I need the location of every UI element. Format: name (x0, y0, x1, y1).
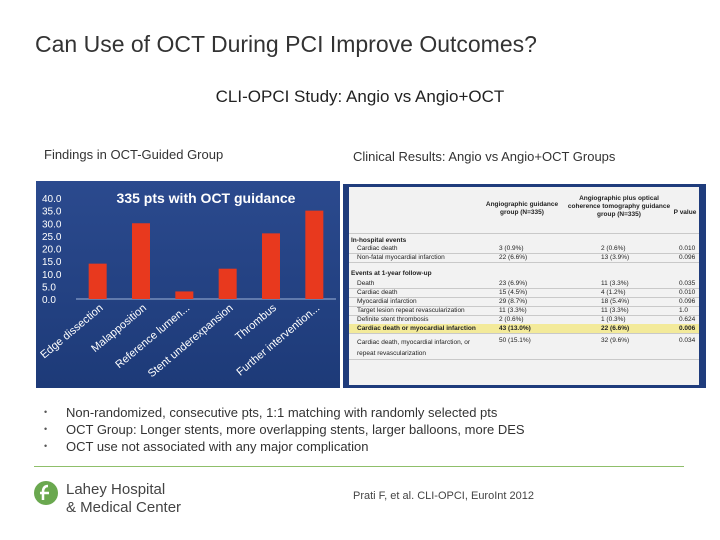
table-cell-angio: 23 (6.9%) (499, 280, 528, 287)
table-cell-pvalue: 0.006 (679, 325, 696, 332)
table-cell-angio: 2 (0.6%) (499, 316, 524, 323)
logo-text-line2: & Medical Center (66, 499, 182, 516)
results-table-panel: Angiographic guidance group (N=335) Angi… (343, 184, 706, 388)
results-table: Angiographic guidance group (N=335) Angi… (349, 187, 699, 385)
table-cell-pvalue: 0.010 (679, 245, 696, 252)
x-tick-label: Further intervention... (234, 302, 322, 378)
table-cell-pvalue: 0.010 (679, 289, 696, 296)
table-row-divider (349, 288, 699, 289)
y-tick-label: 5.0 (42, 282, 56, 293)
bar (88, 263, 107, 299)
table-cell-oct: 22 (6.6%) (601, 325, 630, 332)
table-cell-pvalue: 1.0 (679, 307, 689, 314)
table-row-divider (349, 359, 699, 360)
slide-title: Can Use of OCT During PCI Improve Outcom… (35, 31, 537, 57)
bar (218, 268, 237, 299)
table-cell-pvalue: 0.624 (679, 316, 696, 323)
y-tick-label: 15.0 (42, 257, 62, 268)
table-cell-oct: 18 (5.4%) (601, 298, 630, 305)
bar (262, 233, 280, 299)
table-row-label: Cardiac death, myocardial infarction, or… (357, 339, 471, 357)
table-cell-pvalue: 0.096 (679, 298, 696, 305)
bullet-text: Non-randomized, consecutive pts, 1:1 mat… (66, 405, 498, 420)
table-cell-angio: 3 (0.9%) (499, 245, 524, 252)
bullet-item: • Non-randomized, consecutive pts, 1:1 ma… (44, 404, 684, 421)
bullet-marker: • (44, 441, 48, 451)
table-cell-pvalue: 0.034 (679, 337, 696, 344)
table-row-divider (349, 315, 699, 316)
table-row-divider (349, 262, 699, 263)
bar (305, 210, 324, 299)
x-tick-label: Stent underexpansion (146, 302, 236, 380)
bullet-text: OCT Group: Longer stents, more overlappi… (66, 422, 525, 437)
y-tick-label: 40.0 (42, 194, 62, 205)
table-row-divider (349, 297, 699, 298)
table-row-divider (349, 333, 699, 334)
highlight-row-bg (349, 324, 699, 333)
logo-text-line1: Lahey Hospital (66, 481, 166, 498)
table-row-label: Non-fatal myocardial infarction (357, 254, 445, 261)
table-header-angio: Angiographic guidance group (N=335) (485, 201, 559, 216)
y-tick-label: 25.0 (42, 232, 62, 243)
chart-title: 335 pts with OCT guidance (117, 190, 296, 206)
bullet-list: • Non-randomized, consecutive pts, 1:1 ma… (44, 404, 684, 455)
y-tick-label: 35.0 (42, 207, 62, 218)
right-section-label: Clinical Results: Angio vs Angio+OCT Gro… (353, 149, 616, 164)
table-row-label: Cardiac death (357, 289, 398, 296)
table-header-pvalue: P value (673, 209, 697, 216)
table-cell-angio: 43 (13.0%) (499, 325, 531, 332)
bar (132, 223, 150, 299)
bar-chart: 335 pts with OCT guidance 40.0 35.030.0 25.… (38, 190, 336, 380)
y-tick-label: 0.0 (42, 295, 56, 306)
table-cell-oct: 1 (0.3%) (601, 316, 626, 323)
bullet-item: • OCT use not associated with any major c… (44, 438, 684, 455)
left-section-label: Findings in OCT-Guided Group (44, 147, 224, 162)
bullet-text: OCT use not associated with any major co… (66, 439, 369, 454)
table-cell-angio: 11 (3.3%) (499, 307, 527, 314)
table-row-label: Cardiac death (357, 245, 398, 252)
table-cell-angio: 15 (4.5%) (499, 289, 528, 296)
bullet-marker: • (44, 424, 48, 434)
table-cell-angio: 29 (8.7%) (499, 298, 528, 305)
section-oneyear: Events at 1-year follow-up (351, 270, 432, 277)
y-tick-label: 20.0 (42, 245, 62, 256)
slide-subtitle: CLI-OPCI Study: Angio vs Angio+OCT (215, 87, 505, 106)
table-row-label: Myocardial infarction (357, 298, 417, 305)
table-row-label: Cardiac death or myocardial infarction (357, 325, 476, 332)
table-cell-oct: 11 (3.3%) (601, 307, 629, 314)
table-cell-oct: 11 (3.3%) (601, 280, 629, 287)
y-tick-label: 30.0 (42, 219, 62, 230)
table-row-label: Death (357, 280, 375, 287)
bar (175, 291, 194, 299)
bar-chart-panel: 335 pts with OCT guidance 40.0 35.0 30.0 25.… (36, 181, 340, 388)
table-cell-angio: 22 (6.6%) (499, 254, 528, 261)
table-cell-pvalue: 0.096 (679, 254, 696, 261)
bullet-marker: • (44, 407, 48, 417)
table-divider (349, 233, 699, 234)
footer-divider (34, 466, 684, 467)
x-tick-label: Reference lumen... (113, 302, 192, 371)
hospital-logo-icon (34, 481, 58, 505)
table-cell-angio: 50 (15.1%) (499, 337, 531, 344)
table-cell-oct: 32 (9.6%) (601, 337, 630, 344)
table-cell-oct: 4 (1.2%) (601, 289, 626, 296)
table-cell-oct: 13 (3.9%) (601, 254, 630, 261)
bullet-item: • OCT Group: Longer stents, more overlapp… (44, 421, 684, 438)
table-cell-oct: 2 (0.6%) (601, 245, 626, 252)
table-row-label: Definite stent thrombosis (357, 316, 429, 323)
table-row-divider (349, 306, 699, 307)
citation: Prati F, et al. CLI-OPCI, EuroInt 2012 (353, 490, 534, 502)
section-inhospital: In-hospital events (351, 237, 407, 244)
table-row-divider (349, 253, 699, 254)
y-tick-label: 10.0 (42, 270, 62, 281)
table-header-oct: Angiographic plus optical coherence tomo… (567, 195, 671, 218)
table-row-label: Target lesion repeat revascularization (357, 307, 465, 314)
table-cell-pvalue: 0.035 (679, 280, 696, 287)
